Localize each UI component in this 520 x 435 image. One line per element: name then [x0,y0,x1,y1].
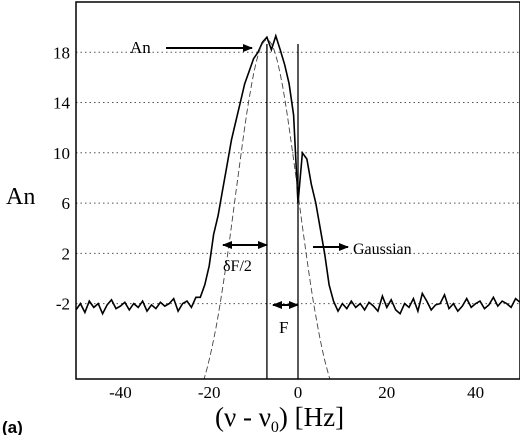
y-tick-label: 2 [62,244,71,263]
f-width-label: F [279,318,288,337]
y-axis-label: An [6,184,35,210]
x-tick-label: -20 [198,383,221,402]
x-axis-label-subscript: 0 [271,419,279,435]
gaussian-annotation-label: Gaussian [353,241,412,258]
plot-frame [75,1,520,380]
an-annotation-label: An [130,38,151,57]
y-tick-labels: -2 2 6 10 14 18 [53,43,71,313]
y-tick-label: 6 [62,194,71,213]
vertical-markers [266,44,299,379]
y-tick-label: 14 [53,94,71,113]
x-tick-label: -40 [109,383,132,402]
x-tick-labels: -40 -20 0 20 40 [109,383,484,402]
y-tick-label: 10 [53,144,70,163]
halfwidth-label: δF/2 [223,258,252,275]
x-tick-label: 20 [378,383,395,402]
x-axis-label: (ν - ν0) [Hz] [215,402,344,435]
x-tick-label: 40 [467,383,484,402]
panel-label: (a) [2,418,23,435]
y-tick-label: 18 [53,43,70,62]
x-tick-label: 0 [294,383,303,402]
y-tick-label: -2 [56,295,70,314]
